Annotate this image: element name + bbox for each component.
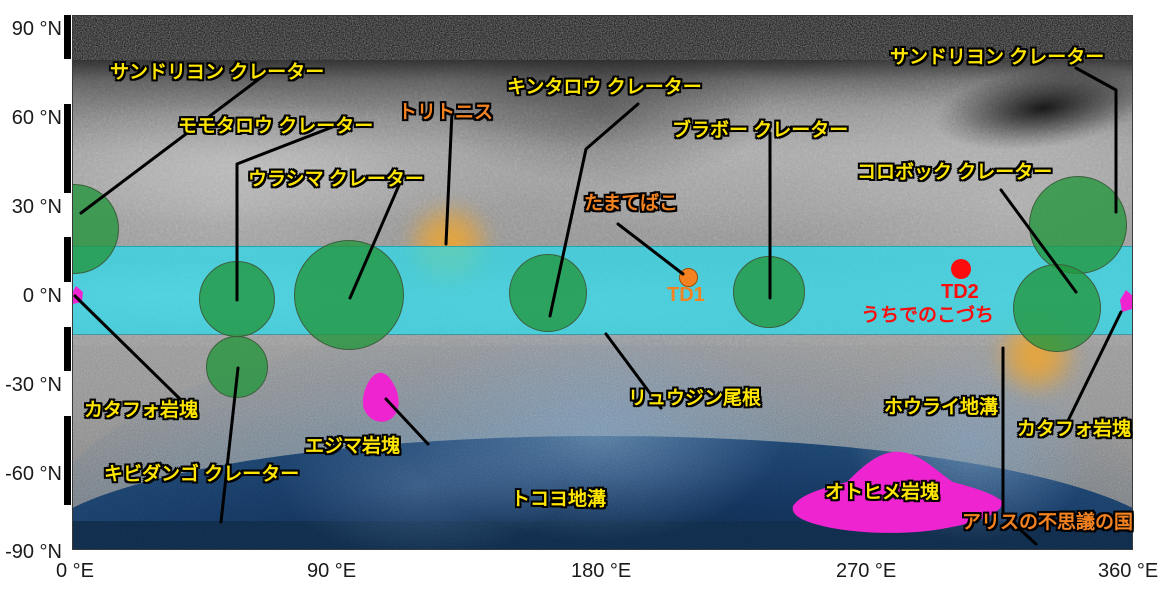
boulder-marker-ejima — [362, 372, 399, 422]
label-td1: TD1 — [667, 284, 705, 306]
label-catapho-west: カタフォ岩塊 — [84, 400, 199, 421]
leader-ryujin — [604, 332, 663, 410]
label-catapho-east: カタフォ岩塊 — [1017, 419, 1132, 440]
y-tick-label-30N: 30 °N — [11, 196, 62, 218]
label-uchidenokozuchi: うちでのこづち — [861, 305, 995, 326]
leader-cendrillon-east — [1074, 66, 1118, 214]
leader-tritonis — [444, 110, 454, 246]
crater-marker-kolobok — [1013, 264, 1101, 352]
label-otohime: オトヒメ岩塊 — [825, 482, 940, 503]
leader-urashima — [348, 174, 405, 300]
y-tick-label-0N: 0 °N — [22, 285, 62, 307]
leader-catapho-west — [73, 294, 182, 401]
boulder-marker-catapho-east — [1120, 290, 1132, 312]
label-td2: TD2 — [941, 281, 979, 303]
equatorial-band-top-edge — [73, 246, 1132, 247]
x-tick-label-90E: 90 °E — [307, 560, 357, 582]
leader-ejima — [384, 397, 430, 446]
leader-horai — [1001, 346, 1038, 546]
label-tamatebako: たまてばこ — [584, 193, 679, 214]
x-tick-label-360E: 360 °E — [1098, 560, 1159, 582]
x-tick-label-180E: 180 °E — [571, 560, 632, 582]
leader-kolobok — [999, 188, 1078, 294]
y-tick-label-90N: 90 °N — [11, 18, 62, 40]
label-cendrillon-west: サンドリヨン クレーター — [110, 62, 325, 83]
leader-cendrillon-west — [79, 74, 265, 215]
touchdown-point-td2 — [951, 259, 971, 279]
label-cendrillon-east: サンドリヨン クレーター — [890, 47, 1105, 68]
label-kibidango: キビダンゴ クレーター — [104, 464, 300, 485]
label-ryujin: リュウジン尾根 — [628, 388, 762, 409]
x-tick-label-270E: 270 °E — [836, 560, 897, 582]
label-tritonis: トリトニス — [398, 102, 494, 123]
label-alice: アリスの不思議の国 — [962, 512, 1134, 533]
crater-marker-urashima — [294, 240, 404, 350]
label-brabo: ブラボー クレーター — [672, 120, 849, 141]
label-tokoyo: トコヨ地溝 — [511, 489, 607, 510]
y-tick-label-60S: -60 °N — [5, 463, 62, 485]
leader-kintaro — [548, 102, 640, 318]
label-momotaro: モモタロウ クレーター — [178, 116, 374, 137]
leader-tamatebako — [616, 222, 685, 276]
label-horai: ホウライ地溝 — [884, 397, 999, 418]
label-ejima: エジマ岩塊 — [305, 436, 401, 457]
map-plot-area — [72, 15, 1133, 550]
leader-kibidango — [219, 366, 240, 524]
label-kintaro: キンタロウ クレーター — [507, 77, 702, 98]
north-polar-noise — [73, 16, 1132, 60]
x-tick-label-0E: 0 °E — [56, 560, 95, 582]
leader-momotaro — [235, 119, 350, 302]
asteroid-basemap — [73, 16, 1132, 549]
leader-catapho-east — [1061, 310, 1123, 433]
label-kolobok: コロボック クレーター — [857, 162, 1053, 183]
y-tick-label-60N: 60 °N — [11, 107, 62, 129]
y-axis-rail — [64, 15, 71, 550]
label-urashima: ウラシマ クレーター — [248, 169, 424, 190]
y-tick-label-90S: -90 °N — [5, 541, 62, 563]
leader-lines — [73, 66, 1123, 546]
crater-marker-cendrillon-east — [1029, 176, 1127, 274]
y-tick-label-30S: -30 °N — [5, 374, 62, 396]
crater-marker-kintaro — [509, 254, 587, 332]
equatorial-band-bottom-edge — [73, 334, 1132, 335]
boulder-marker-otohime — [792, 451, 1003, 533]
